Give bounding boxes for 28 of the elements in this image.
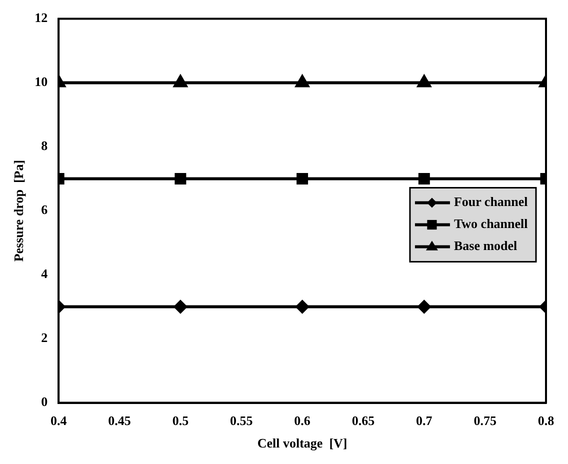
y-axis-title: Pessure drop [Pa] (11, 160, 26, 262)
point (296, 300, 309, 314)
y-tick-label: 6 (41, 202, 48, 218)
x-tick-label: 0.8 (538, 412, 555, 428)
x-tick-label: 0.5 (172, 412, 190, 428)
x-tick-label: 0.6 (294, 412, 311, 428)
y-tick-label: 10 (34, 74, 48, 90)
x-tick-label: 0.55 (230, 412, 254, 428)
legend-label: Base model (454, 238, 518, 254)
point (174, 75, 188, 88)
y-tick-label: 12 (34, 10, 48, 26)
legend-label: Two channell (454, 216, 528, 232)
y-tick-label: 4 (41, 266, 48, 282)
x-axis-title: Cell voltage [V] (257, 436, 348, 451)
y-tick-label: 0 (41, 394, 48, 410)
point (296, 75, 309, 88)
x-tick-label: 0.4 (50, 412, 68, 428)
point (417, 75, 431, 88)
y-tick-label: 2 (41, 330, 48, 346)
point (296, 173, 308, 185)
point (418, 173, 430, 185)
legend-label: Four channel (454, 194, 528, 210)
y-tick-label: 8 (41, 138, 48, 154)
x-tick-label: 0.7 (416, 412, 433, 428)
x-tick-label: 0.75 (474, 412, 497, 428)
point (174, 173, 186, 185)
x-tick-label: 0.45 (108, 412, 132, 428)
x-tick-label: 0.65 (352, 412, 376, 428)
